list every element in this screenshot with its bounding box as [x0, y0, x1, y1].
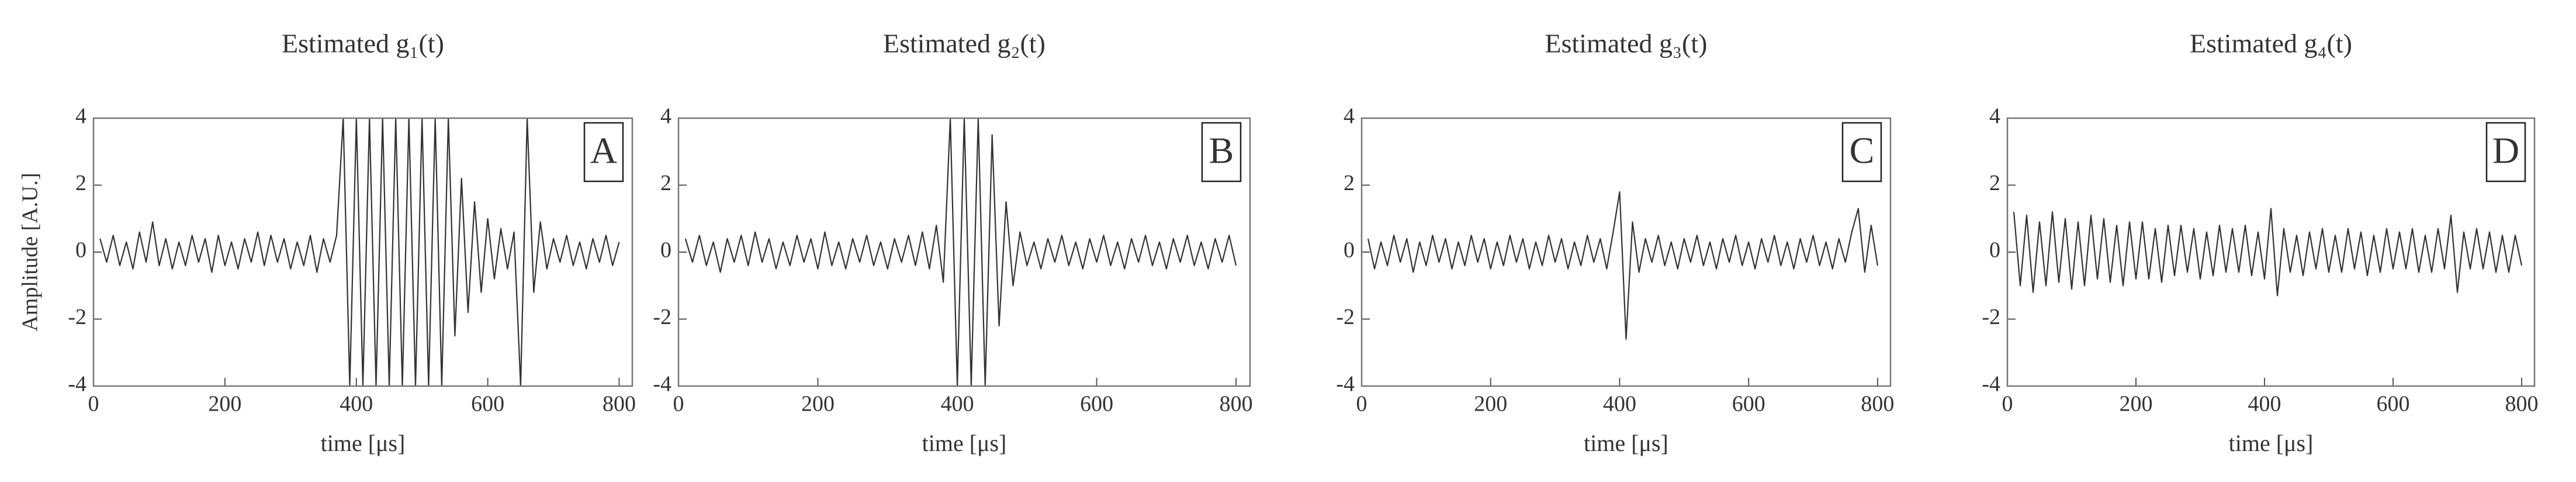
- signal-line: [99, 118, 620, 386]
- panel-label: A: [590, 130, 617, 171]
- y-tick-label: 0: [660, 238, 671, 263]
- panel-label-box: [1841, 122, 1882, 183]
- y-tick-label: 2: [660, 171, 671, 195]
- y-tick-label: -4: [1336, 372, 1355, 397]
- x-tick-label: 400: [1603, 392, 1636, 416]
- x-axis-label: time [μs]: [2229, 430, 2314, 456]
- panel-label: D: [2492, 130, 2519, 171]
- x-tick-label: 200: [1474, 392, 1507, 416]
- x-tick-label: 800: [1220, 392, 1253, 416]
- y-tick-label: -2: [653, 305, 671, 329]
- y-tick-label: 0: [75, 238, 86, 263]
- x-tick-label: 0: [1356, 392, 1367, 416]
- y-tick-label: 2: [1989, 171, 2000, 195]
- x-tick-label: 400: [941, 392, 974, 416]
- y-tick-label: -2: [1336, 305, 1355, 329]
- x-axis-label: time [μs]: [321, 430, 406, 456]
- x-tick-label: 200: [801, 392, 835, 416]
- y-tick-label: 0: [1344, 238, 1355, 263]
- y-tick-label: 2: [1344, 171, 1355, 195]
- y-tick-label: 4: [660, 104, 671, 129]
- y-tick-label: 4: [1989, 104, 2000, 129]
- signal-line: [684, 118, 1237, 386]
- y-tick-label: -4: [1982, 372, 2000, 397]
- x-tick-label: 0: [2002, 392, 2013, 416]
- panel-title: Estimated g₂(t): [883, 29, 1045, 58]
- x-tick-label: 0: [673, 392, 684, 416]
- plot-frame: [1360, 117, 1892, 387]
- x-tick-label: 600: [1080, 392, 1113, 416]
- panel-title: Estimated g₃(t): [1545, 29, 1708, 58]
- y-tick-label: -4: [653, 372, 671, 397]
- x-tick-label: 200: [208, 392, 241, 416]
- y-tick-label: 4: [1344, 104, 1355, 129]
- y-tick-label: 4: [75, 104, 86, 129]
- plot-frame: [2006, 117, 2536, 387]
- y-tick-label: 0: [1989, 238, 2000, 263]
- signal-line: [1367, 191, 1878, 340]
- panel-label-box: [583, 122, 624, 183]
- signal-line: [2013, 208, 2523, 297]
- panel-title: Estimated g₁(t): [282, 29, 444, 58]
- x-tick-label: 800: [2505, 392, 2539, 416]
- x-tick-label: 0: [88, 392, 99, 416]
- y-tick-label: -2: [1982, 305, 2000, 329]
- y-axis-label: Amplitude [A.U.]: [18, 173, 43, 331]
- plot-frame: [677, 117, 1251, 387]
- y-tick-label: -4: [68, 372, 86, 397]
- y-tick-label: -2: [68, 305, 86, 329]
- x-tick-label: 600: [471, 392, 504, 416]
- x-tick-label: 600: [1732, 392, 1765, 416]
- x-tick-label: 800: [1861, 392, 1894, 416]
- panel-label-box: [2485, 122, 2526, 183]
- x-tick-label: 400: [340, 392, 373, 416]
- x-tick-label: 400: [2248, 392, 2281, 416]
- plot-frame: [92, 117, 633, 387]
- x-tick-label: 800: [603, 392, 636, 416]
- panel-label: C: [1850, 130, 1875, 171]
- panel-label: B: [1209, 130, 1234, 171]
- x-axis-label: time [μs]: [922, 430, 1007, 456]
- y-tick-label: 2: [75, 171, 86, 195]
- x-axis-label: time [μs]: [1584, 430, 1668, 456]
- x-tick-label: 200: [2120, 392, 2153, 416]
- panel-title: Estimated g₄(t): [2190, 29, 2352, 58]
- panel-label-box: [1201, 122, 1242, 183]
- x-tick-label: 600: [2377, 392, 2410, 416]
